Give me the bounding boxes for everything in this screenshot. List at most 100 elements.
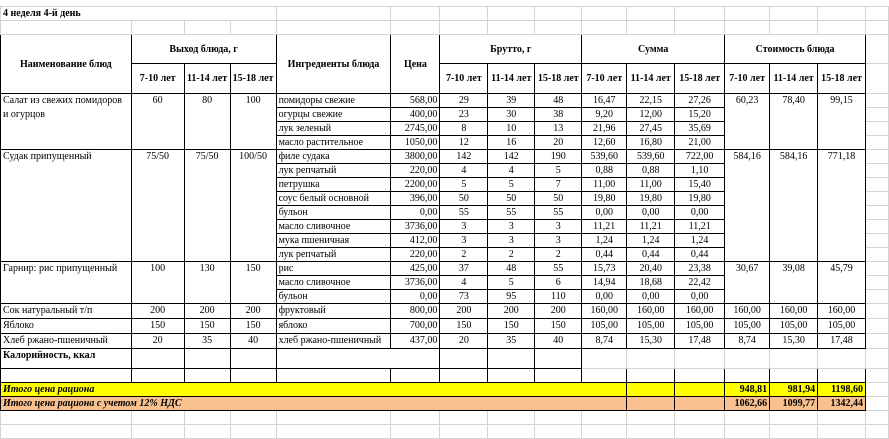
ingredient-brutto[interactable]: 2: [534, 247, 583, 262]
empty-cell[interactable]: [626, 410, 676, 425]
empty-cell[interactable]: [865, 205, 889, 220]
ingredient-brutto[interactable]: 50: [534, 191, 583, 206]
dish-name[interactable]: Яблоко: [0, 318, 132, 334]
ingredient-sum[interactable]: 0,88: [581, 163, 628, 178]
ingredient-name[interactable]: огурцы свежие: [275, 107, 392, 122]
ingredient-brutto[interactable]: 20: [439, 333, 489, 349]
ingredient-name[interactable]: рис: [275, 261, 392, 276]
ingredient-brutto[interactable]: 12: [439, 135, 489, 150]
ingredient-sum[interactable]: 11,21: [674, 219, 726, 234]
ingredient-brutto[interactable]: 16: [487, 135, 536, 150]
empty-cell[interactable]: [769, 348, 819, 369]
dish-cost[interactable]: 105,00: [769, 318, 819, 334]
ingredient-sum[interactable]: 22,15: [626, 93, 676, 108]
ingredient-price[interactable]: 800,00: [390, 303, 441, 319]
ingredient-brutto[interactable]: 142: [487, 149, 536, 164]
empty-cell[interactable]: [674, 348, 726, 369]
ingredient-brutto[interactable]: 55: [487, 205, 536, 220]
ingredient-brutto[interactable]: 48: [487, 261, 536, 276]
empty-cell[interactable]: [674, 424, 726, 439]
empty-cell[interactable]: [865, 121, 889, 136]
ingredient-price[interactable]: 0,00: [390, 205, 441, 220]
ingredient-brutto[interactable]: 23: [439, 107, 489, 122]
header-brutto-age[interactable]: 15-18 лет: [534, 63, 583, 94]
empty-cell[interactable]: [534, 368, 583, 383]
dish-yield[interactable]: 200: [130, 303, 185, 319]
header-price[interactable]: Цена: [390, 34, 441, 94]
ingredient-sum[interactable]: 160,00: [581, 303, 628, 319]
ingredient-price[interactable]: 3800,00: [390, 149, 441, 164]
dish-cost[interactable]: 17,48: [817, 333, 867, 349]
ingredient-name[interactable]: яблоко: [275, 318, 392, 334]
ingredient-sum[interactable]: 22,42: [674, 275, 726, 290]
empty-cell[interactable]: [817, 410, 867, 425]
ingredient-price[interactable]: 437,00: [390, 333, 441, 349]
empty-cell[interactable]: [0, 368, 132, 383]
calories-cell[interactable]: [439, 348, 489, 369]
ingredient-brutto[interactable]: 35: [487, 333, 536, 349]
empty-cell[interactable]: [865, 219, 889, 234]
ingredient-sum[interactable]: 0,00: [674, 289, 726, 304]
empty-cell[interactable]: [674, 410, 726, 425]
empty-cell[interactable]: [769, 410, 819, 425]
ingredient-sum[interactable]: 105,00: [674, 318, 726, 334]
ingredient-price[interactable]: 0,00: [390, 289, 441, 304]
ingredient-sum[interactable]: 19,80: [626, 191, 676, 206]
empty-cell[interactable]: [865, 63, 889, 94]
empty-cell[interactable]: [439, 410, 489, 425]
header-sum-age[interactable]: 15-18 лет: [674, 63, 726, 94]
ingredient-sum[interactable]: 12,00: [626, 107, 676, 122]
ingredient-price[interactable]: 220,00: [390, 247, 441, 262]
ingredient-name[interactable]: лук репчатый: [275, 247, 392, 262]
ingredient-sum[interactable]: 15,20: [674, 107, 726, 122]
dish-cost[interactable]: 15,30: [769, 333, 819, 349]
total-value[interactable]: 981,94: [769, 382, 819, 397]
ingredient-brutto[interactable]: 2: [439, 247, 489, 262]
empty-cell[interactable]: [390, 410, 441, 425]
ingredient-name[interactable]: петрушка: [275, 177, 392, 192]
empty-cell[interactable]: [626, 348, 676, 369]
empty-cell[interactable]: [229, 368, 277, 383]
ingredient-brutto[interactable]: 142: [439, 149, 489, 164]
ingredient-brutto[interactable]: 30: [487, 107, 536, 122]
ingredient-brutto[interactable]: 110: [534, 289, 583, 304]
ingredient-brutto[interactable]: 40: [534, 333, 583, 349]
empty-cell[interactable]: [626, 382, 676, 397]
ingredient-brutto[interactable]: 200: [487, 303, 536, 319]
ingredient-sum[interactable]: 105,00: [626, 318, 676, 334]
empty-cell[interactable]: [865, 261, 889, 276]
dish-cost[interactable]: 60,23: [724, 93, 771, 150]
empty-cell[interactable]: [130, 368, 185, 383]
ingredient-name[interactable]: мука пшеничная: [275, 233, 392, 248]
empty-cell[interactable]: [724, 348, 771, 369]
dish-cost[interactable]: 8,74: [724, 333, 771, 349]
ingredient-sum[interactable]: 8,74: [581, 333, 628, 349]
ingredient-sum[interactable]: 0,00: [581, 289, 628, 304]
ingredient-sum[interactable]: 12,60: [581, 135, 628, 150]
dish-cost[interactable]: 45,79: [817, 261, 867, 304]
dish-yield[interactable]: 20: [130, 333, 185, 349]
ingredient-brutto[interactable]: 4: [439, 275, 489, 290]
ingredient-sum[interactable]: 15,40: [674, 177, 726, 192]
ingredient-price[interactable]: 1050,00: [390, 135, 441, 150]
ingredient-sum[interactable]: 16,80: [626, 135, 676, 150]
empty-cell[interactable]: [626, 424, 676, 439]
empty-cell[interactable]: [865, 191, 889, 206]
dish-yield[interactable]: 100: [229, 93, 277, 150]
ingredient-brutto[interactable]: 2: [487, 247, 536, 262]
ingredient-brutto[interactable]: 5: [487, 177, 536, 192]
ingredient-sum[interactable]: 16,47: [581, 93, 628, 108]
ingredient-brutto[interactable]: 3: [487, 219, 536, 234]
dish-yield[interactable]: 200: [183, 303, 231, 319]
ingredient-price[interactable]: 700,00: [390, 318, 441, 334]
ingredient-brutto[interactable]: 55: [534, 261, 583, 276]
empty-cell[interactable]: [229, 424, 277, 439]
calories-label[interactable]: Калорийность, ккал: [0, 348, 132, 369]
dish-yield[interactable]: 130: [183, 261, 231, 304]
ingredient-brutto[interactable]: 5: [439, 177, 489, 192]
calories-yield-cell[interactable]: [130, 348, 185, 369]
empty-cell[interactable]: [130, 424, 185, 439]
dish-cost[interactable]: 584,16: [724, 149, 771, 262]
ingredient-brutto[interactable]: 150: [439, 318, 489, 334]
empty-cell[interactable]: [865, 424, 889, 439]
